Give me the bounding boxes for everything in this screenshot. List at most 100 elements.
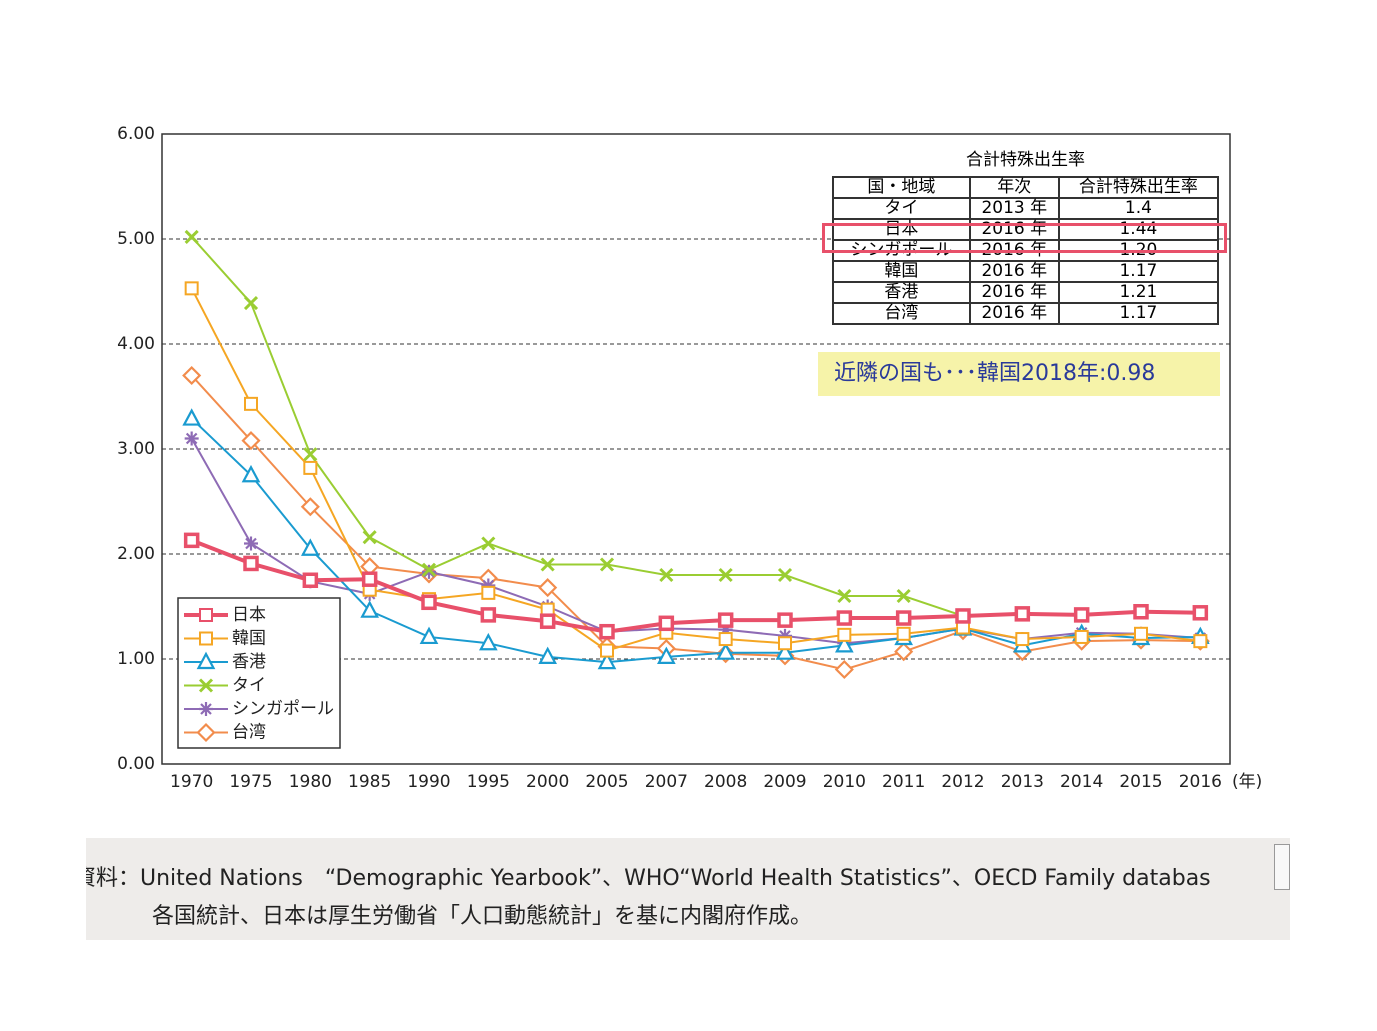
marker: [894, 642, 914, 662]
marker: [778, 636, 792, 651]
marker: [775, 642, 795, 660]
marker: [481, 536, 496, 551]
marker: [955, 608, 971, 624]
line: [190, 236, 964, 617]
y-tick-label: 6.00: [117, 124, 155, 144]
legend-label: 韓国: [232, 629, 266, 649]
x-tick-label: 2016: [1179, 772, 1222, 792]
table-row: 台湾 2016 年 1.17: [832, 302, 1220, 325]
marker: [658, 615, 675, 632]
table-cell: 台湾: [832, 302, 971, 325]
marker: [538, 578, 558, 598]
line: [190, 287, 1201, 652]
marker: [1014, 606, 1031, 622]
marker: [1015, 632, 1030, 647]
marker: [182, 408, 202, 426]
x-tick-label: 1970: [170, 772, 213, 792]
table-cell: 2016 年: [968, 260, 1060, 283]
marker: [659, 567, 674, 583]
legend-marker: [196, 651, 216, 670]
marker: [243, 295, 259, 311]
x-tick-label: 2007: [645, 772, 688, 792]
legend-marker: [196, 722, 216, 743]
legend-label: タイ: [232, 676, 266, 696]
marker: [1073, 607, 1090, 623]
x-tick-label: 1990: [407, 772, 450, 792]
marker: [716, 642, 736, 660]
table-cell: 国・地域: [832, 176, 971, 199]
marker: [718, 622, 733, 637]
marker: [184, 431, 199, 446]
x-tick-label: 2014: [1060, 772, 1103, 792]
marker: [1133, 604, 1149, 620]
x-tick-label: 2015: [1119, 772, 1162, 792]
y-tick-label: 1.00: [117, 649, 155, 669]
marker: [184, 229, 199, 244]
x-tick-label: 1995: [467, 772, 510, 792]
scrollbar: [1274, 844, 1290, 890]
x-axis-unit: (年): [1232, 772, 1262, 792]
marker: [478, 632, 498, 651]
table-cell: 1.4: [1057, 197, 1220, 220]
marker: [837, 588, 852, 604]
x-tick-label: 2012: [941, 772, 984, 792]
marker: [777, 567, 793, 583]
marker: [834, 635, 854, 653]
marker: [600, 643, 614, 658]
marker: [184, 281, 199, 296]
legend-marker: [199, 631, 213, 646]
y-tick-label: 4.00: [117, 334, 155, 354]
marker: [836, 610, 853, 626]
source-line: 資料：United Nations “Demographic Yearbook”…: [86, 860, 1211, 892]
marker: [421, 594, 437, 611]
marker: [419, 626, 439, 645]
table-cell: 2016 年: [968, 281, 1060, 304]
legend-marker: [199, 608, 213, 622]
marker: [1193, 634, 1208, 649]
marker: [361, 571, 378, 587]
annotation: 近隣の国も･･･韓国2018年:0.98: [818, 352, 1220, 396]
table-row: タイ 2013 年 1.4: [832, 197, 1220, 220]
marker: [539, 613, 556, 629]
line: [190, 538, 1201, 634]
marker: [241, 464, 261, 483]
marker: [241, 431, 261, 451]
marker: [538, 646, 558, 664]
marker: [300, 497, 320, 517]
marker: [244, 536, 258, 551]
legend-label: 台湾: [232, 723, 266, 743]
marker: [362, 530, 377, 545]
marker: [244, 396, 258, 411]
marker: [303, 460, 318, 475]
y-tick-label: 5.00: [117, 229, 155, 249]
line: [190, 374, 1201, 671]
series: [183, 532, 1209, 640]
y-tick-label: 0.00: [117, 754, 155, 774]
x-tick-label: 2010: [823, 772, 866, 792]
table-cell: 2013 年: [968, 197, 1060, 220]
table-cell: 香港: [832, 281, 971, 304]
x-tick-label: 1980: [289, 772, 332, 792]
table-cell: 年次: [968, 176, 1060, 199]
table-cell: 1.21: [1057, 281, 1220, 304]
highlight-box: [822, 223, 1227, 253]
x-tick-label: 1985: [348, 772, 391, 792]
x-tick-label: 2011: [882, 772, 925, 792]
marker: [717, 612, 734, 628]
marker: [481, 578, 496, 593]
table-row: 香港 2016 年 1.21: [832, 281, 1220, 304]
legend-label: 日本: [232, 605, 266, 625]
marker: [421, 562, 437, 577]
y-tick-label: 3.00: [117, 439, 155, 459]
marker: [834, 659, 854, 680]
table-cell: 韓国: [832, 260, 971, 283]
marker: [183, 532, 200, 549]
marker: [895, 610, 912, 626]
source-label: 資料：: [86, 866, 141, 891]
table-cell: 合計特殊出生率: [1057, 176, 1220, 199]
x-tick-label: 2000: [526, 772, 569, 792]
legend-marker: [198, 678, 214, 693]
x-tick-label: 1975: [229, 772, 272, 792]
